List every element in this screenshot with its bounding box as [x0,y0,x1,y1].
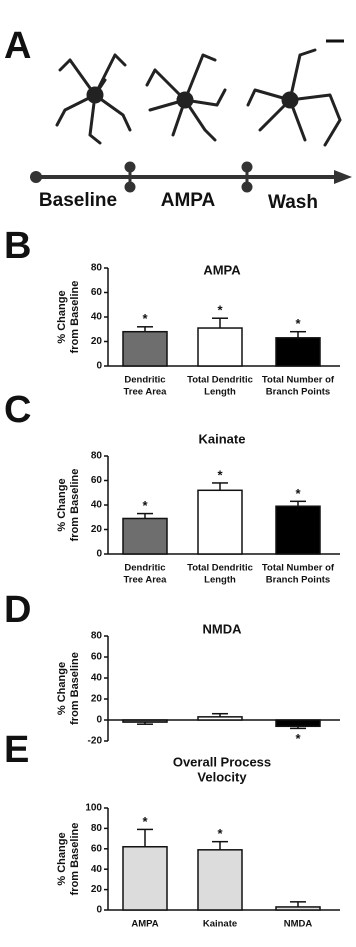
y-axis-label: from Baseline [69,823,81,896]
y-tick-label: -20 [88,736,103,747]
y-tick-label: 80 [91,263,103,274]
x-tick-label: Length [204,575,236,586]
significance-mark: * [295,316,301,331]
y-tick-label: 0 [96,905,102,916]
bar [275,505,321,555]
timeline-dot [30,171,42,183]
y-axis-label: from Baseline [69,469,81,542]
significance-mark: * [295,486,301,501]
y-tick-label: 60 [91,843,103,854]
x-tick-label: Total Number of [262,563,335,574]
significance-mark: * [217,826,223,841]
significance-mark: * [217,467,223,482]
y-tick-label: 60 [91,475,103,486]
x-tick-label: Total Number of [262,375,335,386]
bar [122,330,168,367]
chart-title: NMDA [203,621,243,636]
neuron-images [55,48,342,147]
y-tick-label: 40 [91,673,103,684]
bar [122,517,168,555]
bar [275,906,321,911]
bar [122,719,168,723]
y-axis-label: % Change [56,662,68,715]
bar [275,337,321,367]
bar [197,849,243,911]
y-tick-label: 0 [96,715,102,726]
x-tick-label: Tree Area [124,387,168,398]
timeline-label: Wash [268,192,318,213]
bar [275,719,321,728]
x-tick-label: Dendritic [124,375,165,386]
y-tick-label: 40 [91,864,103,875]
chart-title: Kainate [199,431,246,446]
panel-label: A [4,25,31,67]
panel-label: D [4,589,31,631]
y-axis-label: from Baseline [69,281,81,354]
x-tick-label: Length [204,387,236,398]
y-axis-label: % Change [56,478,68,531]
y-tick-label: 0 [96,549,102,560]
bar [197,716,243,721]
x-tick-label: Branch Points [266,387,330,398]
bar [197,489,243,555]
x-tick-label: Dendritic [124,563,165,574]
y-tick-label: 80 [91,451,103,462]
timeline-marks [124,161,253,193]
timeline-arrow [334,170,352,184]
panel-label: E [4,729,29,771]
significance-mark: * [217,303,223,318]
y-axis-label: % Change [56,832,68,885]
significance-mark: * [142,498,148,513]
significance-mark: * [142,814,148,829]
x-tick-label: Total Dendritic [187,375,253,386]
y-tick-label: 100 [85,803,102,814]
y-tick-label: 40 [91,312,103,323]
x-tick-label: Total Dendritic [187,563,253,574]
bar [197,327,243,367]
x-tick-label: NMDA [284,919,313,930]
y-tick-label: 20 [91,336,103,347]
y-tick-label: 80 [91,631,103,642]
x-tick-label: Branch Points [266,575,330,586]
significance-mark: * [142,311,148,326]
x-tick-label: Kainate [203,919,237,930]
x-tick-label: AMPA [131,919,158,930]
panel-label: B [4,225,31,267]
chart-title: Overall Process [173,754,271,769]
timeline-label: AMPA [161,190,216,211]
y-tick-label: 0 [96,361,102,372]
significance-mark: * [295,731,301,746]
y-axis-label: % Change [56,290,68,343]
y-tick-label: 40 [91,500,103,511]
y-tick-label: 80 [91,823,103,834]
y-axis-label: from Baseline [69,652,81,725]
chart-title: AMPA [203,262,241,277]
bar [122,846,168,911]
chart-title: Velocity [197,769,247,784]
y-tick-label: 20 [91,694,103,705]
timeline-label: Baseline [39,190,117,211]
y-tick-label: 20 [91,884,103,895]
panel-label: C [4,389,31,431]
x-tick-label: Tree Area [124,575,168,586]
y-tick-label: 20 [91,524,103,535]
y-tick-label: 60 [91,652,103,663]
y-tick-label: 60 [91,287,103,298]
